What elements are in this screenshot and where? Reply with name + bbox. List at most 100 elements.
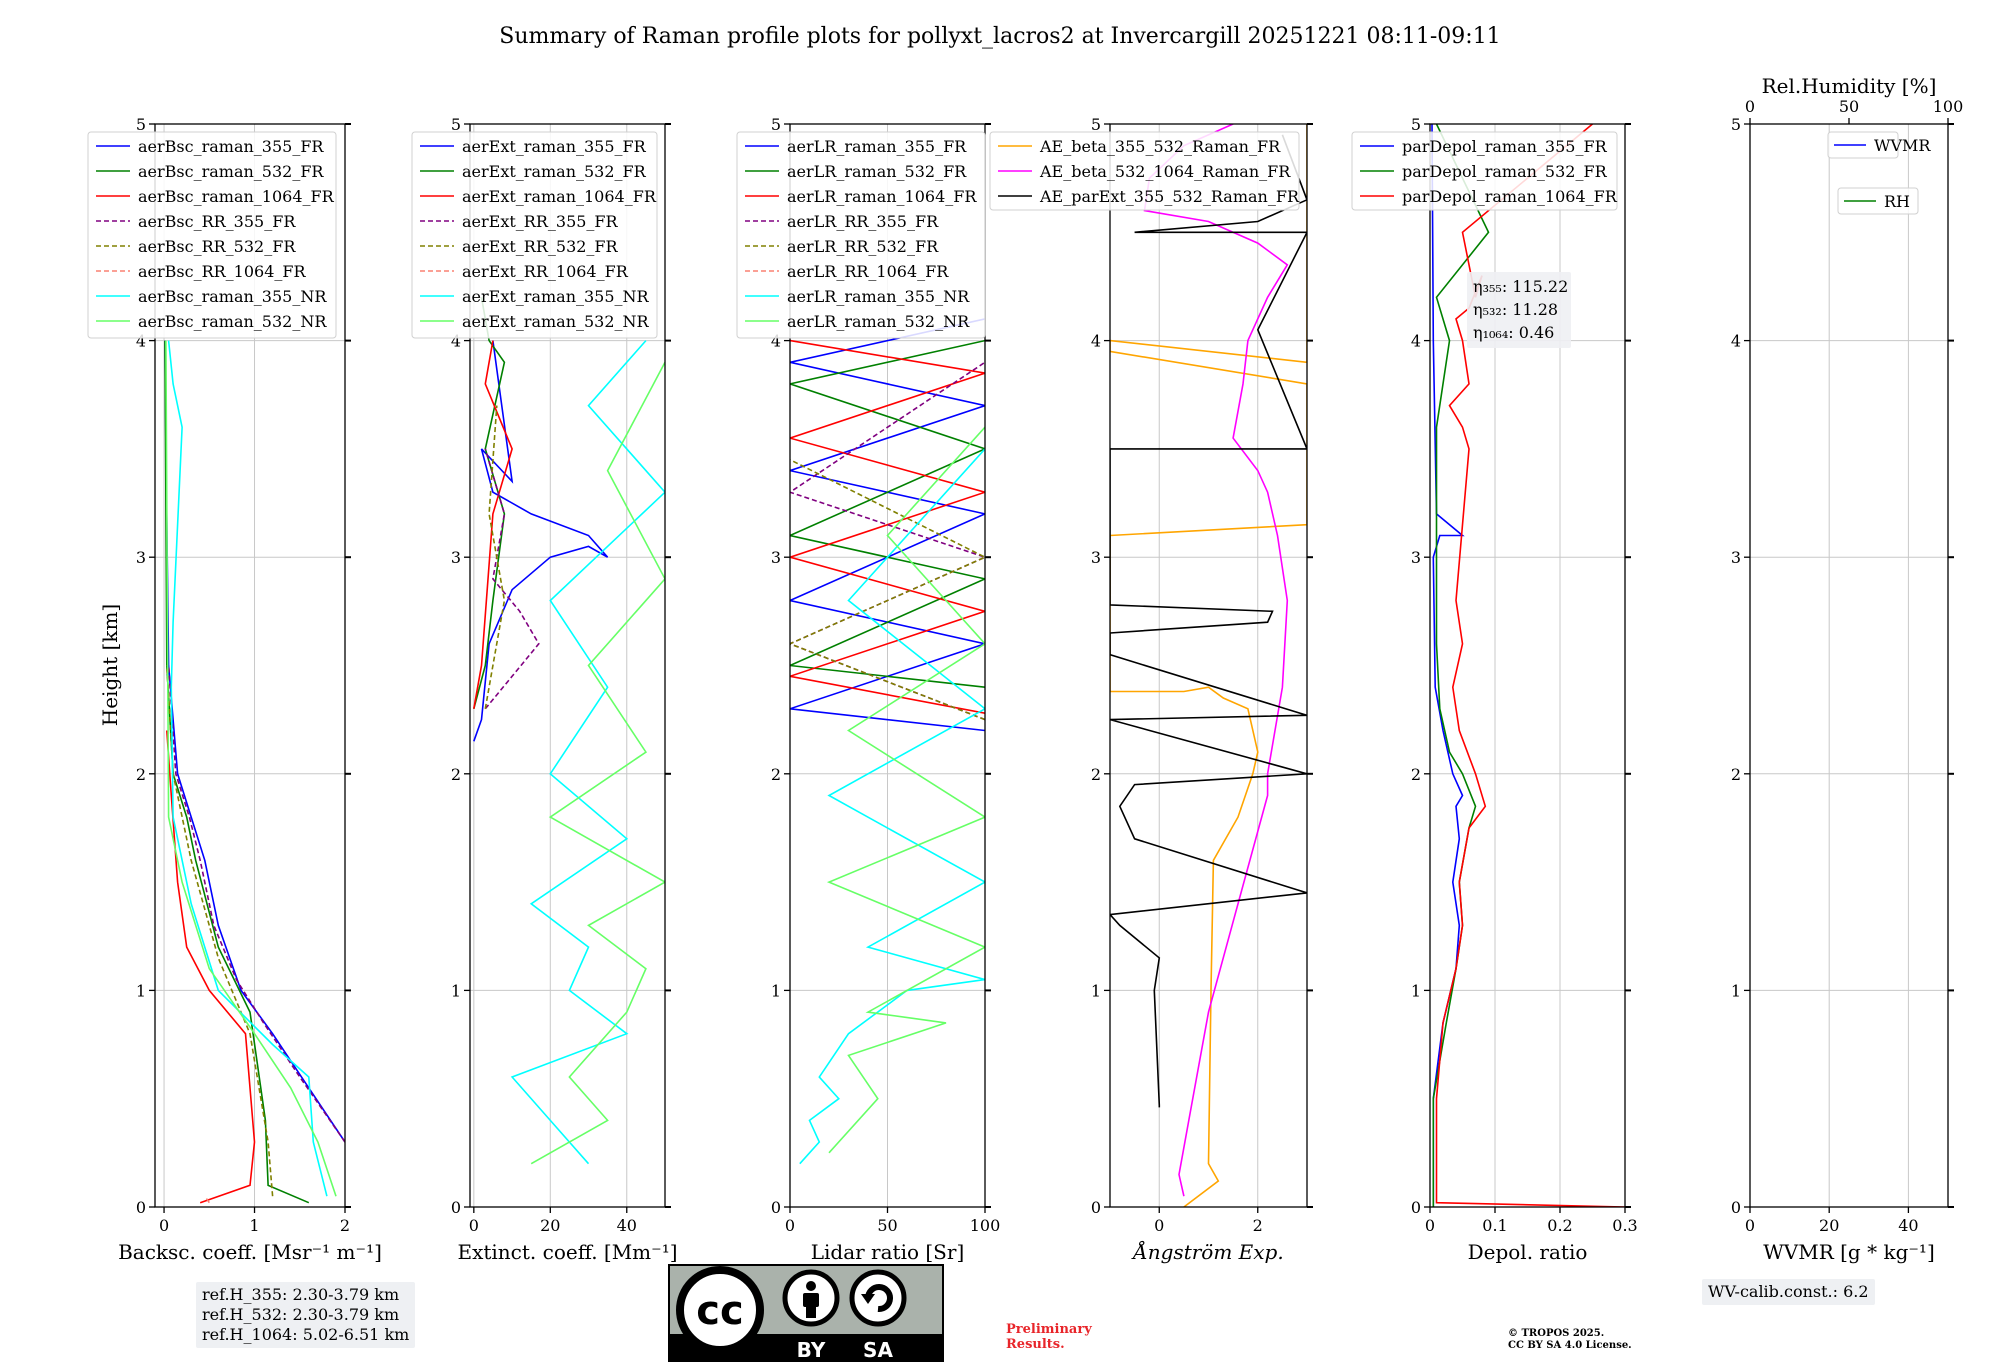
x-tick-label: 40 bbox=[617, 1216, 637, 1235]
legend-label: AE_parExt_355_532_Raman_FR bbox=[1039, 187, 1300, 206]
sa-label: SA bbox=[863, 1338, 893, 1362]
preliminary-line-2: Results. bbox=[1006, 1337, 1065, 1352]
x-tick-label: 40 bbox=[1898, 1216, 1918, 1235]
y-tick-label: 4 bbox=[451, 332, 461, 351]
y-tick-label: 4 bbox=[771, 332, 781, 351]
legend-label: aerBsc_RR_1064_FR bbox=[138, 262, 307, 281]
y-tick-label: 2 bbox=[451, 765, 461, 784]
legend-label: WVMR bbox=[1874, 136, 1931, 155]
series-line-aerExt_RR_532_FR bbox=[484, 405, 506, 709]
x-axis-label: Extinct. coeff. [Mm⁻¹] bbox=[457, 1240, 677, 1264]
wv-calibration-constant: WV-calib.const.: 6.2 bbox=[1708, 1282, 1869, 1301]
legend-label: aerLR_raman_532_NR bbox=[787, 312, 970, 331]
y-tick-label: 3 bbox=[451, 548, 461, 567]
y-tick-label: 0 bbox=[1731, 1198, 1741, 1217]
legend-box bbox=[1351, 131, 1618, 211]
x-tick-label: 20 bbox=[1819, 1216, 1839, 1235]
attribution-icon bbox=[782, 1269, 840, 1327]
legend-label: aerExt_raman_355_FR bbox=[462, 137, 647, 156]
x-tick-label: 0.1 bbox=[1482, 1216, 1507, 1235]
panel-extinction: 0 20 40 0 1 2 3 4 5 Extinct. coeff. [Mm⁻¹] aerExt_… bbox=[411, 115, 678, 1264]
copyright-line-1: © TROPOS 2025. bbox=[1508, 1328, 1605, 1339]
axes-frame bbox=[469, 123, 666, 1208]
legend-label: aerBsc_raman_1064_FR bbox=[138, 187, 335, 206]
data-lines bbox=[164, 340, 345, 1204]
y-tick-label: 1 bbox=[1731, 981, 1741, 1000]
x-axis-label: Depol. ratio bbox=[1468, 1240, 1588, 1264]
annotation-text: η₃₅₅: 115.22 bbox=[1473, 277, 1568, 296]
y-tick-label: 1 bbox=[451, 981, 461, 1000]
data-lines bbox=[473, 297, 665, 1165]
series-line-aerBsc_raman_532_FR bbox=[164, 340, 310, 1204]
series-line-aerLR_RR_532_FR bbox=[790, 458, 985, 721]
y-tick-label: 0 bbox=[1091, 1198, 1101, 1217]
panel-lidar_ratio: 0 50 100 0 1 2 3 4 5 Lidar ratio [Sr] aerLR_raman_… bbox=[736, 115, 1001, 1264]
x-tick-label: 0 bbox=[159, 1216, 169, 1235]
legend-label: aerLR_RR_532_FR bbox=[787, 237, 939, 256]
y-tick-label: 2 bbox=[771, 765, 781, 784]
x-tick-label: 2 bbox=[340, 1216, 350, 1235]
legend-label: aerExt_raman_355_NR bbox=[462, 287, 650, 306]
legend-label: aerLR_raman_355_FR bbox=[787, 137, 967, 156]
x-tick-label: 100 bbox=[970, 1216, 1001, 1235]
panel-depolarization: 0 0.1 0.2 0.3 0 1 2 3 4 5 Depol. ratio parDepol_ram… bbox=[1351, 115, 1638, 1264]
y-tick-label: 0 bbox=[1411, 1198, 1421, 1217]
legend-label: RH bbox=[1884, 192, 1910, 211]
y-tick-label: 4 bbox=[1411, 332, 1421, 351]
y-tick-label: 5 bbox=[1731, 115, 1741, 134]
copyright-note: © TROPOS 2025. CC BY SA 4.0 License. bbox=[1508, 1328, 1632, 1352]
ref-height-1064: ref.H_1064: 5.02-6.51 km bbox=[202, 1325, 410, 1344]
legend-label: aerExt_RR_355_FR bbox=[462, 212, 619, 231]
axes-frame bbox=[1749, 123, 1949, 1208]
axes-frame bbox=[154, 123, 346, 1208]
legend-label: aerLR_raman_532_FR bbox=[787, 162, 967, 181]
x2-axis-label: Rel.Humidity [%] bbox=[1762, 74, 1937, 98]
reference-height-box: ref.H_355: 2.30-3.79 km ref.H_532: 2.30-… bbox=[196, 1282, 416, 1348]
y-tick-label: 3 bbox=[1731, 548, 1741, 567]
series-line-aerBsc_raman_355_NR bbox=[167, 340, 328, 1197]
y-tick-label: 5 bbox=[1411, 115, 1421, 134]
x-tick-label: 0 bbox=[785, 1216, 795, 1235]
y-tick-label: 3 bbox=[771, 548, 781, 567]
legend: aerExt_raman_355_FR aerExt_raman_532_FRae… bbox=[411, 131, 658, 339]
data-lines bbox=[1110, 124, 1307, 1207]
x-tick-label: 0 bbox=[1154, 1216, 1164, 1235]
y-tick-label: 0 bbox=[451, 1198, 461, 1217]
legend-label: aerExt_raman_532_NR bbox=[462, 312, 650, 331]
legend-label: aerExt_raman_532_FR bbox=[462, 162, 647, 181]
series-line-AE_beta_532_1064_Raman_FR bbox=[1143, 124, 1289, 1197]
legend-label: aerBsc_RR_532_FR bbox=[138, 237, 296, 256]
preliminary-results-note: Preliminary Results. bbox=[1006, 1322, 1092, 1352]
legend-label: aerBsc_raman_532_NR bbox=[138, 312, 327, 331]
legend-label: aerLR_RR_355_FR bbox=[787, 212, 939, 231]
y-tick-label: 2 bbox=[1731, 765, 1741, 784]
x-tick-label: 0 bbox=[1745, 1216, 1755, 1235]
x2-tick-label: 50 bbox=[1839, 97, 1859, 116]
series-line-aerExt_raman_355_FR bbox=[473, 340, 609, 742]
x-axis-label: Backsc. coeff. [Msr⁻¹ m⁻¹] bbox=[118, 1240, 382, 1264]
y-tick-label: 1 bbox=[136, 981, 146, 1000]
series-line-aerBsc_raman_532_NR bbox=[165, 340, 337, 1197]
by-label: BY bbox=[797, 1338, 826, 1362]
x-tick-label: 0 bbox=[469, 1216, 479, 1235]
series-line-aerBsc_raman_1064_FR bbox=[166, 730, 256, 1204]
series-line-aerExt_RR_355_FR bbox=[484, 448, 540, 710]
panel-water_vapor: 0 20 40 0 1 2 3 4 5 WVMR [g * kg⁻¹] 0 50 100Rel.Humi… bbox=[1731, 74, 1963, 1264]
legend-box bbox=[989, 131, 1300, 211]
gridlines bbox=[1110, 123, 1307, 1208]
series-line-aerLR_raman_1064_FR bbox=[790, 339, 985, 714]
legend-label: aerExt_raman_1064_FR bbox=[462, 187, 657, 206]
y-tick-label: 5 bbox=[451, 115, 461, 134]
y-tick-label: 0 bbox=[136, 1198, 146, 1217]
y-tick-label: 3 bbox=[136, 548, 146, 567]
legend-label: aerLR_raman_1064_FR bbox=[787, 187, 977, 206]
x-axis-label: WVMR [g * kg⁻¹] bbox=[1763, 1240, 1935, 1264]
legend-label: parDepol_raman_355_FR bbox=[1402, 137, 1608, 156]
legend: parDepol_raman_355_FR parDepol_raman_532_… bbox=[1351, 131, 1618, 211]
x-tick-label: 0 bbox=[1425, 1216, 1435, 1235]
annotation-text: η₅₃₂: 11.28 bbox=[1473, 300, 1558, 319]
y-tick-label: 3 bbox=[1411, 548, 1421, 567]
x-tick-label: 1 bbox=[249, 1216, 259, 1235]
panel-angstrom: 0 2 0 1 2 3 4 5 Ångström Exp. AE_beta_355_532_Ram… bbox=[989, 115, 1313, 1264]
series-line-aerExt_raman_1064_FR bbox=[473, 340, 513, 709]
